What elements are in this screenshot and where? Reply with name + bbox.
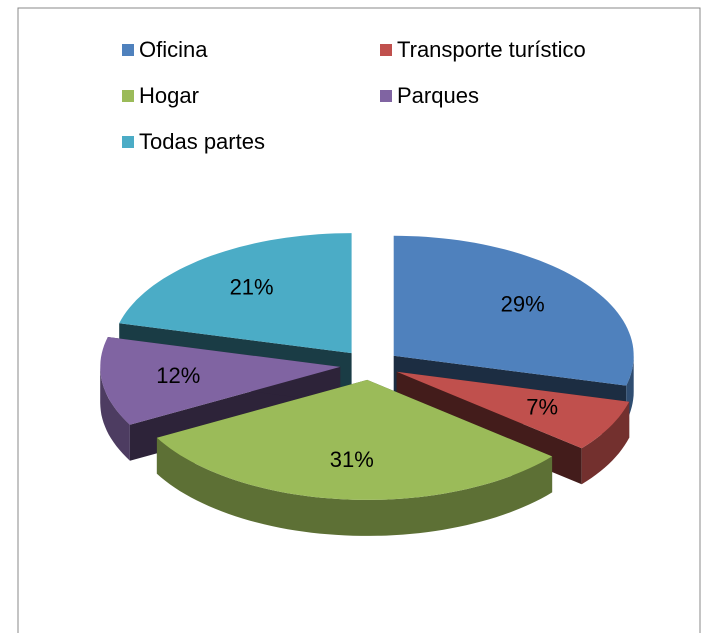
legend-swatch — [122, 44, 134, 56]
legend-label: Hogar — [139, 83, 199, 108]
legend-label: Todas partes — [139, 129, 265, 154]
legend-swatch — [122, 90, 134, 102]
legend-label: Transporte turístico — [397, 37, 586, 62]
chart-border — [17, 7, 701, 633]
legend-label: Oficina — [139, 37, 208, 62]
slice-wall — [581, 401, 630, 485]
slice — [393, 235, 634, 386]
data-label: 29% — [501, 292, 545, 317]
data-label: 7% — [526, 395, 558, 420]
legend-swatch — [122, 136, 134, 148]
slice-wall — [100, 366, 130, 461]
legend-swatch — [380, 44, 392, 56]
slice — [396, 371, 630, 449]
legend-swatch — [380, 90, 392, 102]
data-label: 21% — [230, 274, 274, 299]
legend-label: Parques — [397, 83, 479, 108]
data-label: 31% — [330, 447, 374, 472]
data-label: 12% — [156, 363, 200, 388]
slice — [119, 233, 352, 354]
slice-wall — [156, 437, 553, 536]
slice — [100, 337, 341, 425]
slice — [156, 379, 553, 500]
